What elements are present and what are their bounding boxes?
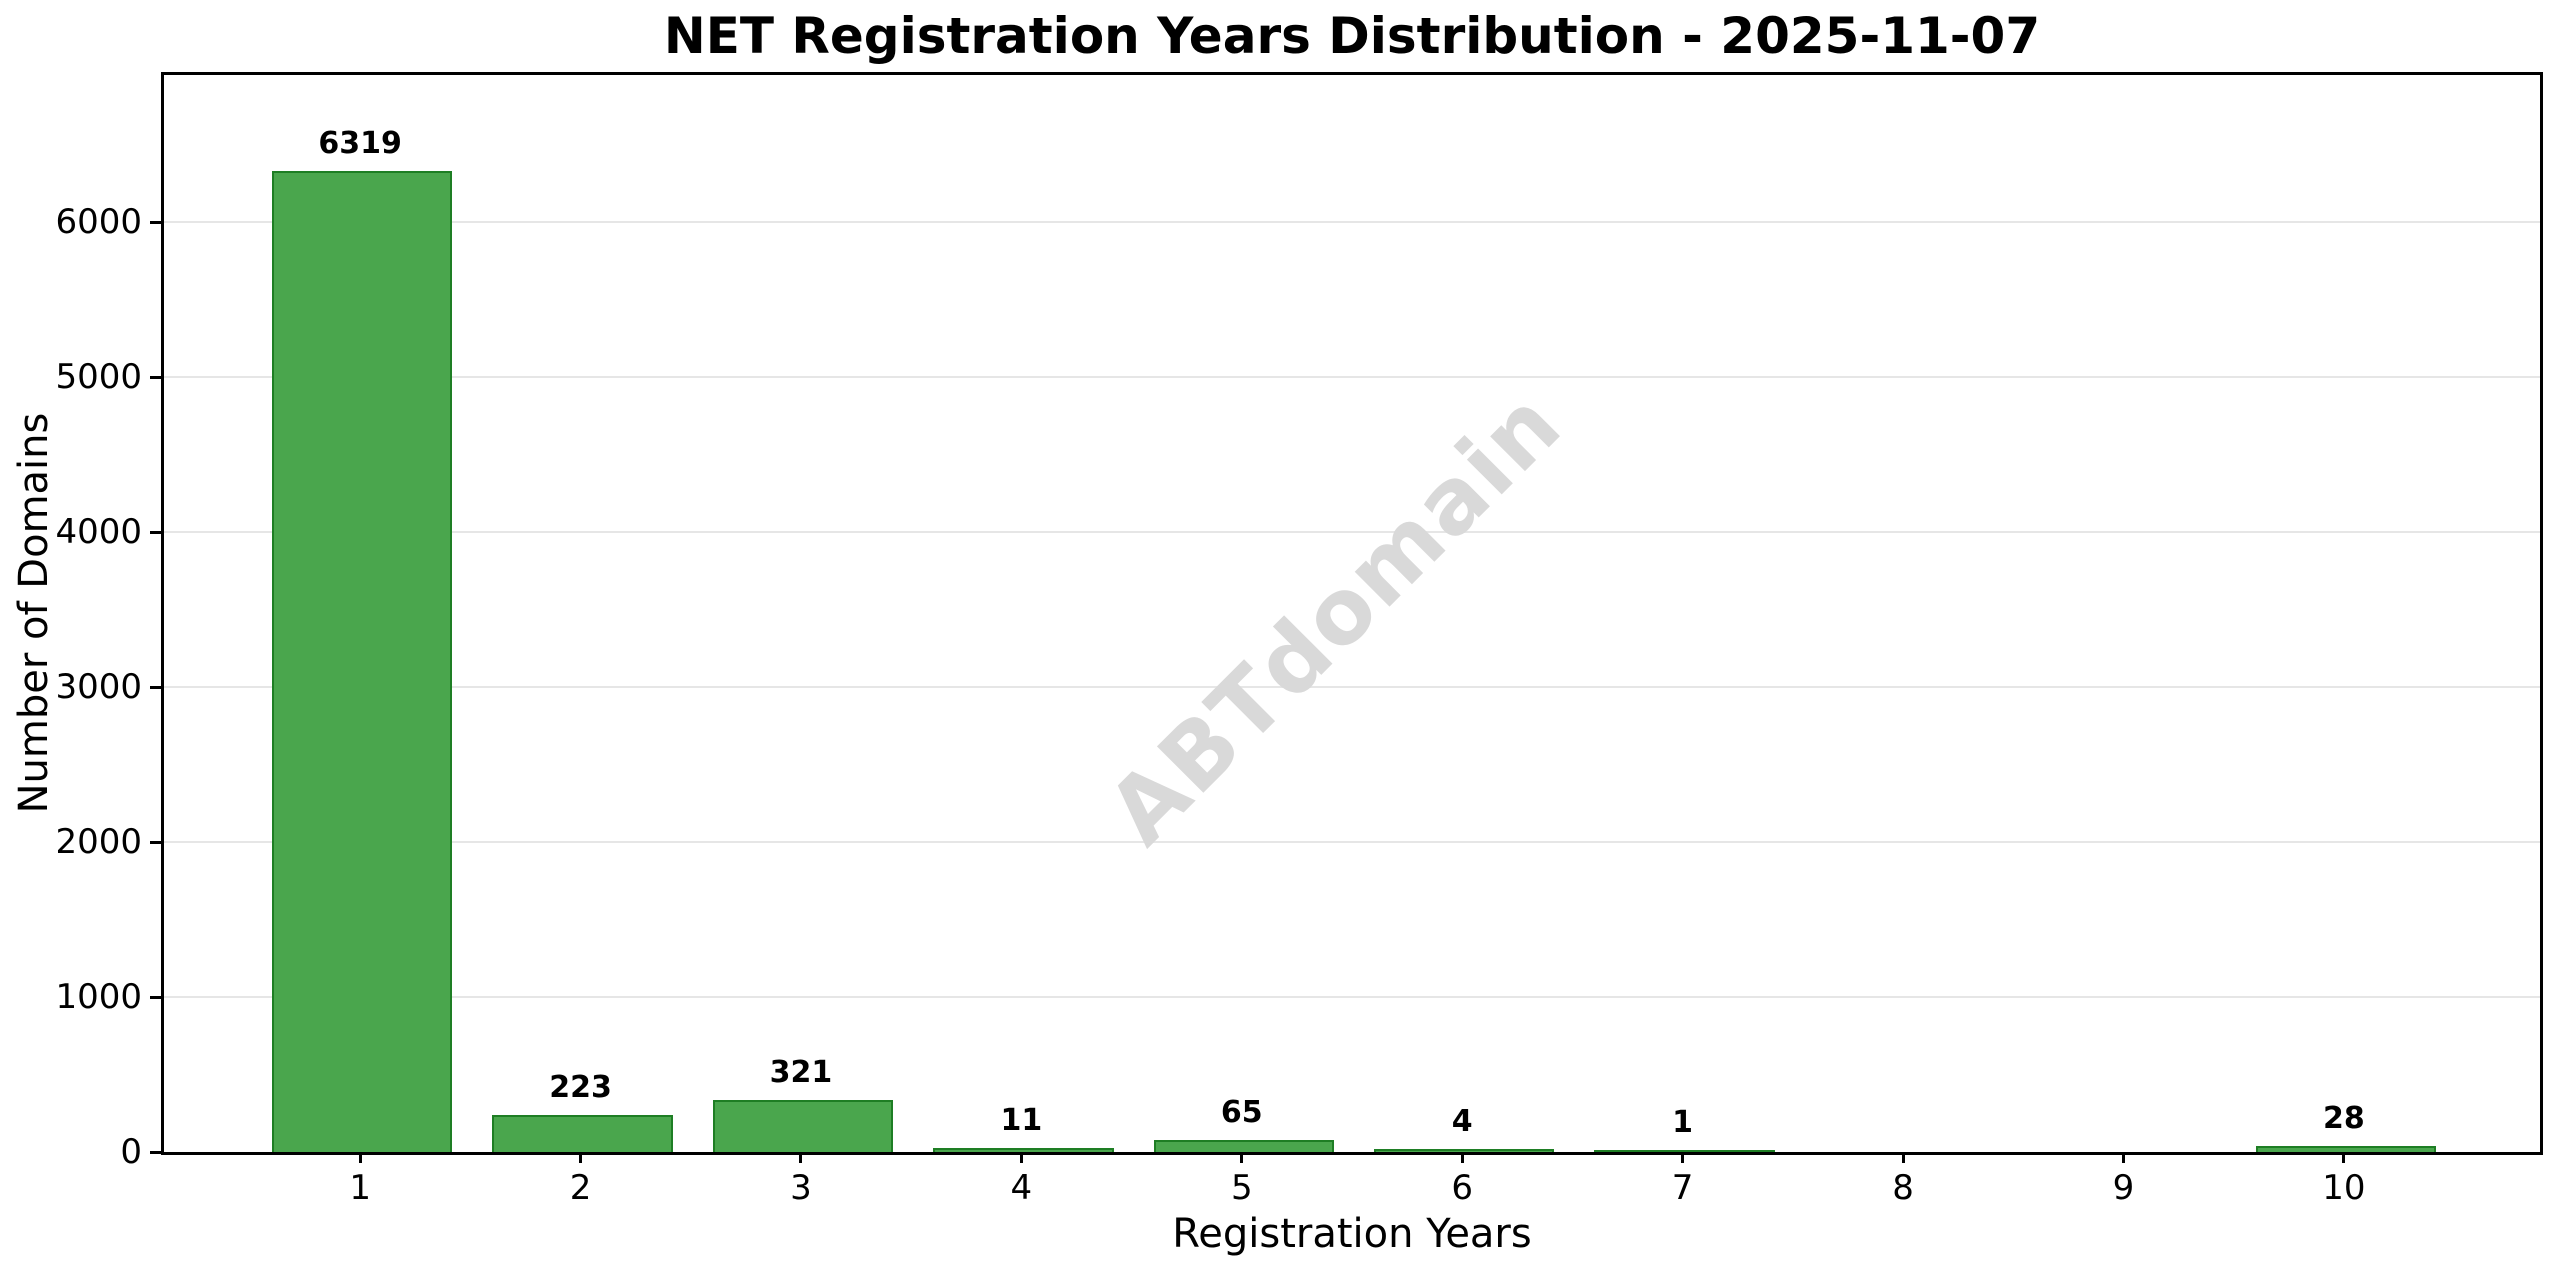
bar-value-label: 6319 xyxy=(318,125,402,161)
gridline xyxy=(164,531,2540,534)
bar xyxy=(272,170,453,1152)
x-tick-mark xyxy=(2342,1152,2346,1163)
x-tick-label: 3 xyxy=(790,1168,812,1208)
y-tick-label: 5000 xyxy=(55,357,142,398)
chart-title: NET Registration Years Distribution - 20… xyxy=(663,7,2041,65)
bar xyxy=(1594,1149,1775,1152)
bar-value-label: 223 xyxy=(549,1070,612,1106)
y-tick-mark xyxy=(150,995,161,999)
x-tick-label: 7 xyxy=(1671,1168,1694,1208)
watermark: ABTdomain xyxy=(1088,371,1582,865)
bar xyxy=(1153,1139,1334,1152)
bar xyxy=(712,1100,894,1152)
gridline xyxy=(164,841,2540,844)
x-tick-mark xyxy=(2121,1152,2125,1163)
bar xyxy=(1374,1149,1555,1152)
gridline xyxy=(164,686,2540,689)
y-tick-label: 2000 xyxy=(55,822,142,863)
x-tick-mark xyxy=(579,1152,583,1163)
plot-area: ABTdomain 6319 223 321 11 65 4 1 28 xyxy=(161,72,2543,1155)
y-tick-label: 6000 xyxy=(55,202,142,243)
bar-value-label: 11 xyxy=(1000,1103,1043,1139)
x-tick-label: 10 xyxy=(2322,1168,2366,1208)
x-tick-mark xyxy=(1240,1152,1244,1163)
y-tick-label: 4000 xyxy=(55,512,142,553)
x-tick-mark xyxy=(1901,1152,1905,1163)
x-tick-label: 8 xyxy=(1892,1168,1914,1208)
x-tick-mark xyxy=(799,1152,803,1163)
bar-value-label: 1 xyxy=(1672,1104,1694,1140)
x-tick-mark xyxy=(358,1152,362,1163)
bar-value-label: 4 xyxy=(1451,1104,1473,1140)
gridline xyxy=(164,996,2540,999)
x-tick-mark xyxy=(1681,1152,1685,1163)
x-tick-mark xyxy=(1460,1152,1464,1163)
bar-value-label: 321 xyxy=(769,1055,833,1091)
x-tick-label: 6 xyxy=(1451,1168,1474,1208)
x-tick-label: 1 xyxy=(349,1168,371,1208)
y-tick-label: 1000 xyxy=(55,977,142,1018)
bar xyxy=(2255,1145,2436,1152)
gridline xyxy=(164,221,2540,224)
x-tick-label: 4 xyxy=(1010,1168,1033,1208)
y-tick-label: 0 xyxy=(120,1132,142,1172)
y-tick-label: 3000 xyxy=(55,667,142,708)
y-tick-mark xyxy=(150,375,161,379)
y-axis-label: Number of Domains xyxy=(11,412,57,814)
y-tick-mark xyxy=(150,530,161,534)
y-tick-mark xyxy=(150,685,161,689)
gridline xyxy=(164,376,2540,379)
bar-value-label: 65 xyxy=(1220,1094,1263,1130)
x-tick-label: 5 xyxy=(1230,1168,1253,1208)
y-tick-mark xyxy=(150,1150,161,1154)
x-tick-label: 9 xyxy=(2112,1168,2135,1208)
bar xyxy=(492,1115,673,1152)
bar-value-label: 28 xyxy=(2322,1100,2365,1136)
y-tick-mark xyxy=(150,220,161,224)
y-tick-mark xyxy=(150,840,161,844)
x-tick-mark xyxy=(1019,1152,1023,1163)
bar xyxy=(933,1148,1114,1152)
x-axis-label: Registration Years xyxy=(1172,1211,1532,1257)
x-tick-label: 2 xyxy=(569,1168,592,1208)
